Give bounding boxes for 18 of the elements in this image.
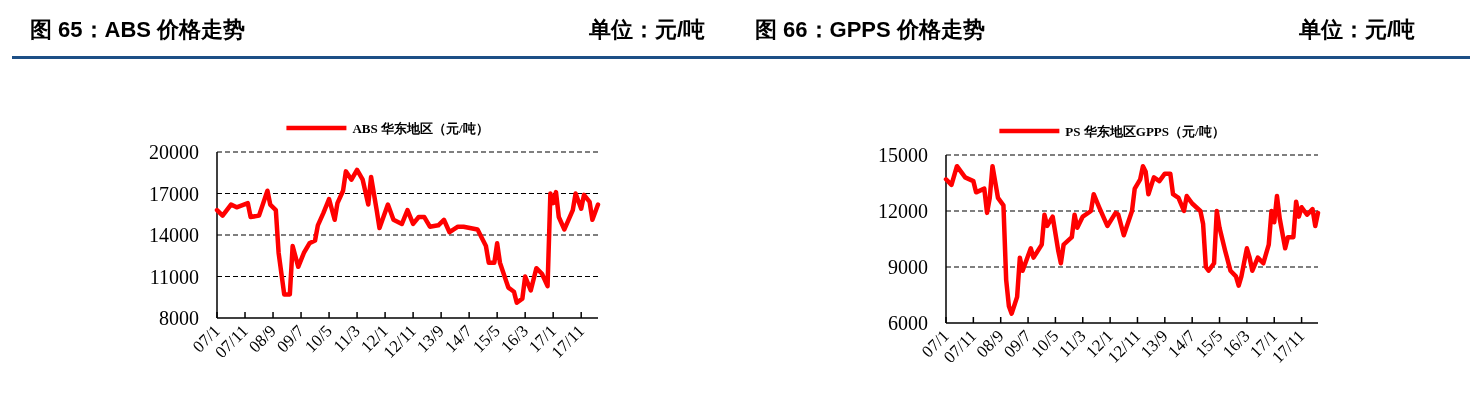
y-tick-label: 17000 xyxy=(149,182,199,205)
y-tick-label: 14000 xyxy=(149,224,199,246)
y-tick-label: 6000 xyxy=(888,312,928,334)
text: 单位：元/吨 xyxy=(587,17,705,42)
chart-title: 图 65：ABS 价格走势 xyxy=(30,17,246,42)
y-tick-label: 12000 xyxy=(878,200,928,222)
x-tick-label: 10/5 xyxy=(301,321,336,357)
legend-label: PS 华东地区GPPS（元/吨） xyxy=(1065,124,1225,139)
y-tick-label: 8000 xyxy=(159,307,199,329)
y-tick-label: 9000 xyxy=(888,256,928,278)
y-tick-label: 20000 xyxy=(149,141,199,163)
chart-subtitle: 单位：元/吨 xyxy=(1297,17,1415,42)
line-series xyxy=(214,167,601,306)
line-series xyxy=(943,163,1321,316)
y-tick-label: 11000 xyxy=(149,265,199,288)
chart-title: 图 66：GPPS 价格走势 xyxy=(755,17,985,42)
y-tick-label: 15000 xyxy=(878,144,928,166)
legend-label: ABS 华东地区（元/吨） xyxy=(352,121,489,136)
